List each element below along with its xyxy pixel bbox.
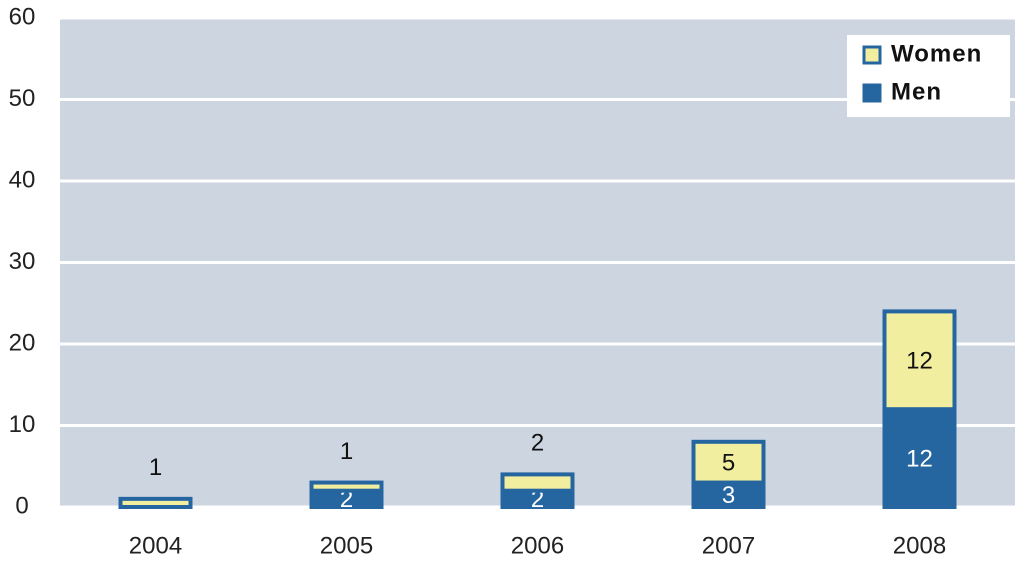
y-tick-label: 50 (9, 85, 36, 112)
bar-segment (500, 472, 575, 493)
legend-swatch (862, 45, 882, 65)
data-label: 3 (722, 482, 735, 509)
data-label: 1 (340, 438, 353, 465)
data-label: 2 (531, 430, 544, 457)
x-tick-label: 2005 (320, 532, 373, 559)
y-tick-label: 60 (9, 3, 36, 30)
bar-segment (691, 439, 766, 485)
data-label: 1 (149, 454, 162, 481)
x-tick-label: 2004 (129, 532, 182, 559)
x-tick-label: 2006 (511, 532, 564, 559)
x-tick-label: 2008 (893, 532, 946, 559)
legend-label: Women (891, 40, 982, 67)
bar-segment (309, 480, 384, 493)
y-tick-label: 20 (9, 329, 36, 356)
bar-segment (882, 309, 957, 412)
y-tick-label: 30 (9, 248, 36, 275)
y-tick-label: 40 (9, 166, 36, 193)
data-label: 5 (722, 450, 735, 477)
data-label: 12 (906, 445, 933, 472)
legend-swatch (862, 83, 882, 103)
legend-label: Men (891, 78, 942, 105)
bar-segment (882, 407, 957, 510)
y-tick-label: 10 (9, 411, 36, 438)
data-label: 2 (531, 486, 544, 513)
bar-segment (118, 496, 193, 510)
x-tick-label: 2007 (702, 532, 755, 559)
data-label: 2 (340, 486, 353, 513)
y-tick-label: 0 (15, 492, 28, 519)
data-label: 12 (906, 348, 933, 375)
